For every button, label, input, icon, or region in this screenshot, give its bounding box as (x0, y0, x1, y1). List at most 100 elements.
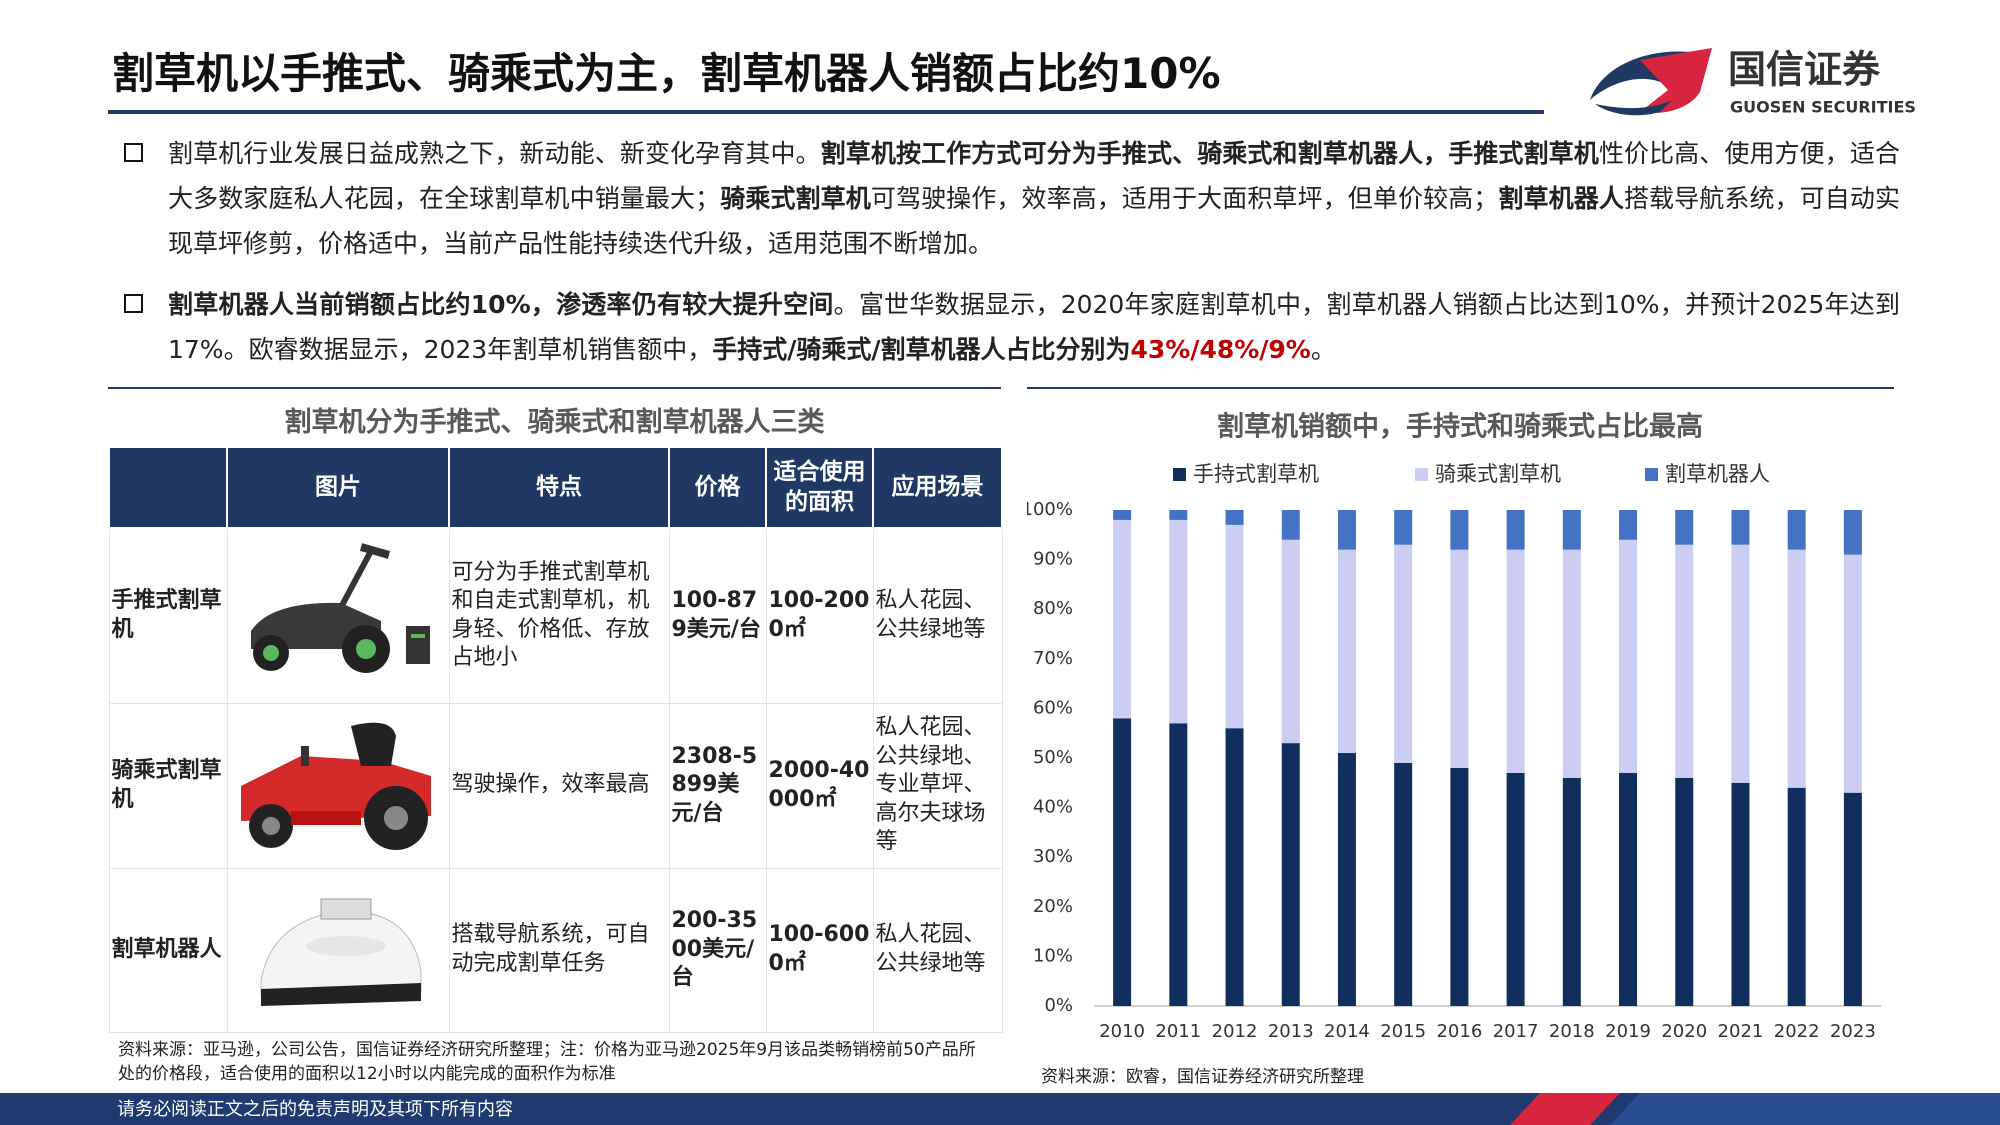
table-cell: 私人花园、公共绿地等 (872, 867, 1003, 1033)
bullet-part: 骑乘式割草机 (720, 184, 871, 213)
x-tick-label: 2021 (1718, 1021, 1764, 1042)
bar-segment (1394, 544, 1413, 763)
table-title: 割草机分为手推式、骑乘式和割草机器人三类 (284, 407, 825, 438)
divider (1027, 387, 1894, 389)
bar-segment (1787, 787, 1806, 1006)
x-tick-label: 2015 (1380, 1021, 1426, 1042)
logo-blue-2 (1595, 100, 1672, 116)
table-cell: 2000-40000㎡ (765, 702, 874, 869)
bar-segment (1675, 510, 1694, 545)
bar-segment (1450, 510, 1469, 550)
y-tick-label: 70% (1033, 648, 1073, 669)
x-tick-label: 2013 (1268, 1021, 1314, 1042)
x-tick-label: 2017 (1493, 1021, 1539, 1042)
product-image (241, 722, 431, 851)
bullet-box (124, 294, 143, 313)
table-cell: 2308-5899美元/台 (668, 702, 767, 869)
bar-segment (1731, 544, 1750, 783)
table-cell: 200-3500美元/台 (668, 867, 767, 1033)
bar-segment (1169, 723, 1188, 1006)
legend-swatch (1415, 468, 1428, 481)
bar-segment (1675, 544, 1694, 778)
bar-segment (1843, 510, 1862, 555)
header-cell: 图片 (226, 446, 450, 529)
header-cell: 特点 (448, 446, 670, 529)
bar-segment (1337, 549, 1356, 754)
logo-en: GUOSEN SECURITIES (1730, 98, 1916, 117)
header-row: 图片 特点 价格 适合使用的面积 应用场景 (108, 446, 1003, 529)
y-tick-label: 30% (1033, 846, 1073, 867)
bar-segment (1506, 510, 1525, 550)
bar-segment (1281, 510, 1300, 540)
x-tick-label: 2010 (1099, 1021, 1145, 1042)
slide-title: 割草机以手推式、骑乘式为主，割草机器人销额占比约10% (112, 49, 1221, 98)
bar-segment (1225, 510, 1244, 525)
x-tick-label: 2023 (1830, 1021, 1876, 1042)
y-tick-label: 40% (1033, 797, 1073, 818)
legend-swatch (1645, 468, 1658, 481)
chart-source: 资料来源：欧睿，国信证券经济研究所整理 (1041, 1067, 1364, 1087)
bar-segment (1337, 753, 1356, 1006)
bar-segment (1731, 782, 1750, 1006)
x-tick-label: 2022 (1774, 1021, 1820, 1042)
table-cell: 100-879美元/台 (668, 527, 767, 704)
legend-label: 手持式割草机 (1193, 462, 1319, 486)
bar-segment (1562, 549, 1581, 778)
x-tick-label: 2014 (1324, 1021, 1370, 1042)
bullet-text: 割草机器人当前销额占比约10%，渗透率仍有较大提升空间。富世华数据显示，2020… (168, 282, 1900, 372)
bar-segment (1450, 767, 1469, 1006)
bar-segment (1394, 510, 1413, 545)
table-row: 手推式割草机 可分为手推式割草机和自走式割草机，机身轻、价格低、存放占地小 100-… (108, 527, 1003, 704)
bar-segment (1281, 539, 1300, 744)
bullet-part: 性价比高、使用方便，适合大多数家庭私人花园，在全球割草机中销量最大； (168, 139, 1900, 213)
y-tick-label: 90% (1033, 549, 1073, 570)
table-cell: 100-6000㎡ (765, 867, 874, 1033)
bullet-part: 割草机器人当前销额占比约10%，渗透率仍有较大提升空间 (168, 290, 834, 319)
y-tick-label: 0% (1044, 995, 1073, 1016)
logo-red (1640, 48, 1712, 114)
bar-segment (1394, 762, 1413, 1006)
bar-segment (1731, 510, 1750, 545)
bullet-part: 。富世华数据显示，2020年家庭割草机中，割草机器人销额占比达到10%，并预计2… (168, 290, 1900, 364)
bar-segment (1169, 510, 1188, 520)
x-tick-label: 2020 (1661, 1021, 1707, 1042)
logo-cn: 国信证券 (1728, 48, 1881, 92)
x-tick-label: 2011 (1155, 1021, 1201, 1042)
product-image (251, 543, 430, 674)
y-tick-label: 20% (1033, 896, 1073, 917)
x-tick-label: 2019 (1605, 1021, 1651, 1042)
table-row: 割草机器人 搭载导航系统，可自动完成割草任务 200-3500美元/台 100-600… (108, 867, 1003, 1033)
bar-segment (1337, 510, 1356, 550)
row-header: 骑乘式割草机 (108, 702, 228, 869)
title-underline (108, 110, 1544, 114)
image-cell (226, 702, 450, 869)
image-cell (226, 527, 450, 704)
table-cell: 100-2000㎡ (765, 527, 874, 704)
bar-segment (1506, 772, 1525, 1006)
bullet-part: 割草机行业发展日益成熟之下，新动能、新变化孕育其中。 (168, 139, 821, 168)
bar-segment (1113, 718, 1132, 1006)
y-tick-label: 100% (1027, 499, 1073, 520)
bar-segment (1675, 777, 1694, 1006)
x-tick-label: 2016 (1436, 1021, 1482, 1042)
bar-segment (1450, 549, 1469, 768)
footer-deco (1610, 1093, 2000, 1125)
header-cell: 应用场景 (872, 446, 1003, 529)
bullet-part: 可驾驶操作，效率高，适用于大面积草坪，但单价较高； (870, 184, 1499, 213)
bullet-part: 。 (1310, 335, 1336, 364)
footer-deco (1510, 1093, 1620, 1125)
bullet-part: 手持式/骑乘式/割草机器人占比分别为 (712, 335, 1131, 364)
table: 图片 特点 价格 适合使用的面积 应用场景 手推式割草机 可分为手推式割草机和自走式割草机，… (108, 446, 1003, 1033)
bullet-part: 割草机器人 (1498, 184, 1624, 213)
bar-segment (1562, 777, 1581, 1006)
row-header: 手推式割草机 (108, 527, 228, 704)
bullet-part: 割草机按工作方式可分为手推式、骑乘式和割草机器人，手推式割草机 (820, 139, 1599, 168)
x-tick-label: 2012 (1212, 1021, 1258, 1042)
bar-segment (1843, 554, 1862, 793)
bar-segment (1506, 549, 1525, 773)
bullet-box (124, 143, 143, 162)
